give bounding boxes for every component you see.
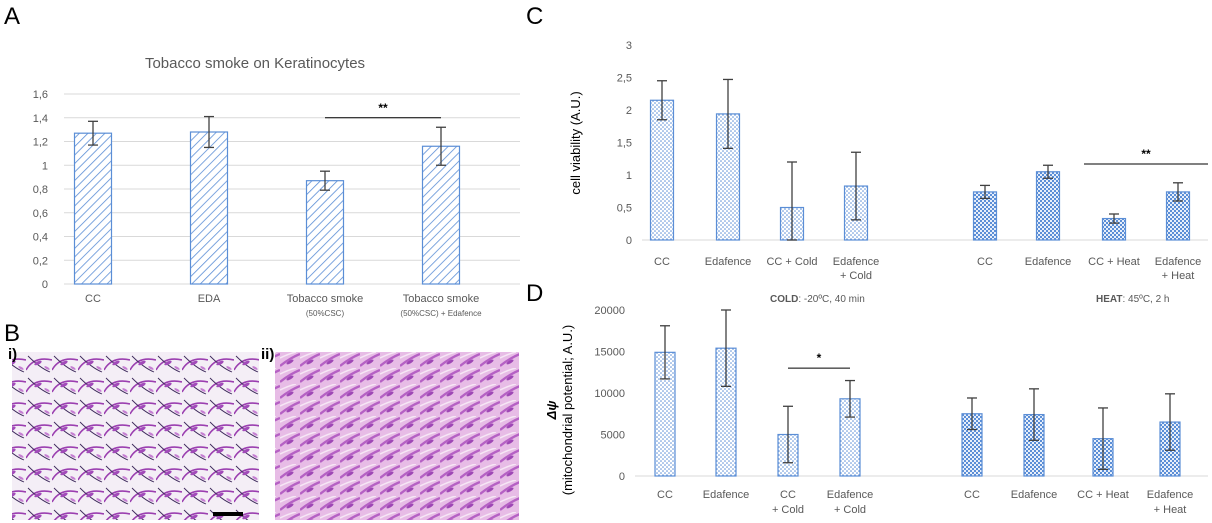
x-category-label: CC bbox=[654, 256, 670, 268]
chart-a: 0 0,2 0,4 0,6 0,8 1 1,2 1,4 1,6 Tobacco smoke on … bbox=[33, 55, 520, 318]
x-category-label: Edafence bbox=[1025, 256, 1071, 268]
y-tick-label: 0,4 bbox=[33, 232, 48, 244]
heat-note-label: HEAT bbox=[1096, 294, 1122, 305]
x-category-label: CC bbox=[85, 293, 101, 305]
x-category-label: Tobacco smoke bbox=[403, 293, 479, 305]
x-category-label: (50%CSC) bbox=[306, 309, 345, 318]
bar bbox=[649, 99, 675, 241]
y-tick-label: 2 bbox=[626, 105, 632, 117]
micrograph-ii-image bbox=[275, 352, 519, 520]
panel-letter-b: B bbox=[4, 320, 20, 347]
bar bbox=[1035, 171, 1061, 241]
y-axis-label: cell viability (A.U.) bbox=[568, 91, 583, 194]
x-category-label: + Heat bbox=[1162, 270, 1195, 282]
x-category-label: Edafence bbox=[705, 256, 751, 268]
x-category-label: Edafence bbox=[1011, 489, 1057, 501]
x-category-label: CC + Heat bbox=[1088, 256, 1140, 268]
y-axis-symbol: Δψ bbox=[544, 401, 559, 421]
significance-marker: ** bbox=[1141, 147, 1151, 161]
x-category-label: (50%CSC) + Edafence bbox=[400, 309, 482, 318]
x-category-label: + Cold bbox=[834, 504, 866, 516]
y-tick-label: 1,5 bbox=[617, 138, 632, 150]
significance-marker: ** bbox=[378, 101, 388, 115]
x-category-label: CC + Heat bbox=[1077, 489, 1129, 501]
x-category-label: CC bbox=[977, 256, 993, 268]
y-tick-label: 0 bbox=[619, 471, 625, 483]
panel-letter-d: D bbox=[526, 280, 543, 307]
x-category-label: CC bbox=[657, 489, 673, 501]
x-category-label: Edafence bbox=[1155, 256, 1201, 268]
y-tick-label: 0,8 bbox=[33, 184, 48, 196]
y-tick-label: 0,5 bbox=[617, 203, 632, 215]
bar bbox=[972, 191, 998, 241]
scale-bar bbox=[213, 512, 243, 516]
x-category-label: Edafence bbox=[827, 489, 873, 501]
y-axis-text: (mitochondrial potential; A.U.) bbox=[560, 325, 575, 496]
x-category-label: Edafence bbox=[703, 489, 749, 501]
y-tick-label: 1 bbox=[42, 160, 48, 172]
y-tick-label: 2,5 bbox=[617, 73, 632, 85]
x-category-label: + Cold bbox=[772, 504, 804, 516]
y-tick-label: 0,6 bbox=[33, 208, 48, 220]
y-tick-label: 1,6 bbox=[33, 89, 48, 101]
y-tick-label: 0 bbox=[42, 279, 48, 291]
y-tick-label: 3 bbox=[626, 40, 632, 52]
y-tick-label: 20000 bbox=[594, 305, 625, 317]
y-axis-label: Δψ(mitochondrial potential; A.U.) bbox=[544, 325, 575, 496]
cold-note-detail: : -20ºC, 40 min bbox=[798, 294, 864, 305]
x-category-label: Edafence bbox=[1147, 489, 1193, 501]
y-tick-label: 1 bbox=[626, 170, 632, 182]
x-category-label: + Cold bbox=[840, 270, 872, 282]
y-tick-label: 10000 bbox=[594, 388, 625, 400]
x-category-label: Tobacco smoke bbox=[287, 293, 363, 305]
x-category-label: CC + Cold bbox=[766, 256, 817, 268]
significance-marker: * bbox=[817, 351, 822, 365]
y-tick-label: 1,2 bbox=[33, 137, 48, 149]
y-tick-label: 1,4 bbox=[33, 113, 48, 125]
bar bbox=[189, 131, 229, 285]
chart-d: 0 5000 10000 15000 20000 CC Edafence CC + Cold Ed… bbox=[544, 305, 1208, 516]
bar bbox=[421, 145, 461, 285]
x-category-label: + Heat bbox=[1154, 504, 1187, 516]
x-category-label: CC bbox=[964, 489, 980, 501]
panel-letter-a: A bbox=[4, 3, 20, 30]
micrograph-ii-label: ii) bbox=[261, 346, 274, 363]
y-tick-label: 0,2 bbox=[33, 255, 48, 267]
bar bbox=[305, 180, 345, 285]
y-tick-label: 5000 bbox=[601, 430, 625, 442]
micrograph-i-image bbox=[12, 352, 259, 520]
panel-letter-c: C bbox=[526, 3, 543, 30]
y-tick-label: 15000 bbox=[594, 347, 625, 359]
cold-note-label: COLD bbox=[770, 294, 798, 305]
x-category-label: EDA bbox=[198, 293, 221, 305]
bar bbox=[73, 132, 113, 285]
chart-c: 0 0,5 1 1,5 2 2,5 3 CC Edafence CC + Cold Edafence… bbox=[568, 40, 1208, 282]
micrograph-i-label: i) bbox=[8, 346, 17, 363]
heat-note-detail: : 45ºC, 2 h bbox=[1122, 294, 1169, 305]
y-tick-label: 0 bbox=[626, 235, 632, 247]
cold-condition-note: COLD: -20ºC, 40 min bbox=[770, 294, 865, 305]
x-category-label: CC bbox=[780, 489, 796, 501]
heat-condition-note: HEAT: 45ºC, 2 h bbox=[1096, 294, 1170, 305]
x-category-label: Edafence bbox=[833, 256, 879, 268]
chart-title: Tobacco smoke on Keratinocytes bbox=[145, 55, 365, 72]
